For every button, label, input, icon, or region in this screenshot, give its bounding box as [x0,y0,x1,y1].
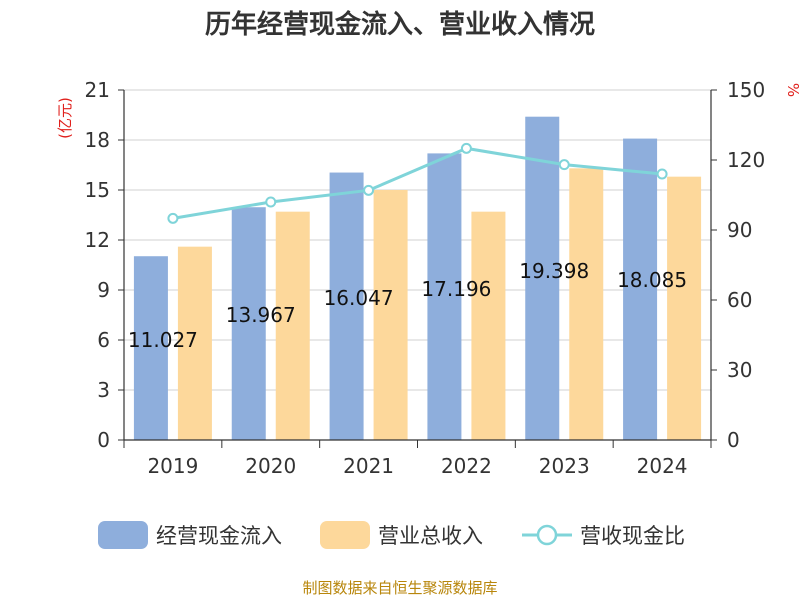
y-right-tick-label: 60 [727,288,752,312]
bar-revenue [177,246,212,440]
data-label: 16.047 [324,286,394,310]
legend-swatch [320,521,370,549]
line-point [460,142,472,154]
legend-line-marker [536,524,558,546]
y-left-tick-label: 0 [97,428,110,452]
data-label: 18.085 [617,268,687,292]
bar-cash-inflow [525,116,560,440]
y-left-tick-label: 6 [97,328,110,352]
y-left-tick-label: 15 [85,178,110,202]
bar-cash-inflow [231,207,266,440]
line-point [167,212,179,224]
bar-revenue [275,211,310,440]
source-footer: 制图数据来自恒生聚源数据库 [302,579,498,597]
bar-cash-inflow [133,256,168,440]
bar-cash-inflow [329,172,364,441]
bar-cash-inflow [623,138,658,441]
data-label: 11.027 [128,328,198,352]
y-left-tick-label: 18 [85,128,110,152]
legend-swatch [98,521,148,549]
line-point [363,184,375,196]
y-right-tick-label: 90 [727,218,752,242]
y-left-tick-label: 3 [97,378,110,402]
y-right-tick-label: 150 [727,78,765,102]
x-tick-label: 2022 [441,454,492,478]
line-point [558,159,570,171]
y-left-tick-label: 21 [85,78,110,102]
legend-label: 营业总收入 [378,524,483,548]
y-left-tick-label: 9 [97,278,110,302]
x-tick-label: 2021 [343,454,394,478]
y-left-tick-label: 12 [85,228,110,252]
legend-label: 经营现金流入 [156,524,282,548]
y-right-axis-label: % [784,83,800,97]
legend-label: 营收现金比 [580,524,685,548]
x-tick-label: 2020 [245,454,296,478]
chart-title: 历年经营现金流入、营业收入情况 [204,10,595,40]
bar-revenue [667,176,702,440]
y-right-tick-label: 30 [727,358,752,382]
line-point [656,168,668,180]
x-tick-label: 2024 [637,454,688,478]
line-cash-ratio [172,146,663,220]
bar-revenue [569,168,604,441]
x-tick-label: 2023 [539,454,590,478]
data-label: 19.398 [519,259,589,283]
y-right-tick-label: 120 [727,148,765,172]
data-label: 13.967 [226,303,296,327]
line-point [265,196,277,208]
bar-revenue [471,211,506,440]
data-label: 17.196 [421,277,491,301]
y-left-axis-label: (亿元) [56,97,74,139]
x-tick-label: 2019 [147,454,198,478]
y-right-tick-label: 0 [727,428,740,452]
bar-cash-inflow [427,153,462,440]
bar-revenue [373,190,408,440]
